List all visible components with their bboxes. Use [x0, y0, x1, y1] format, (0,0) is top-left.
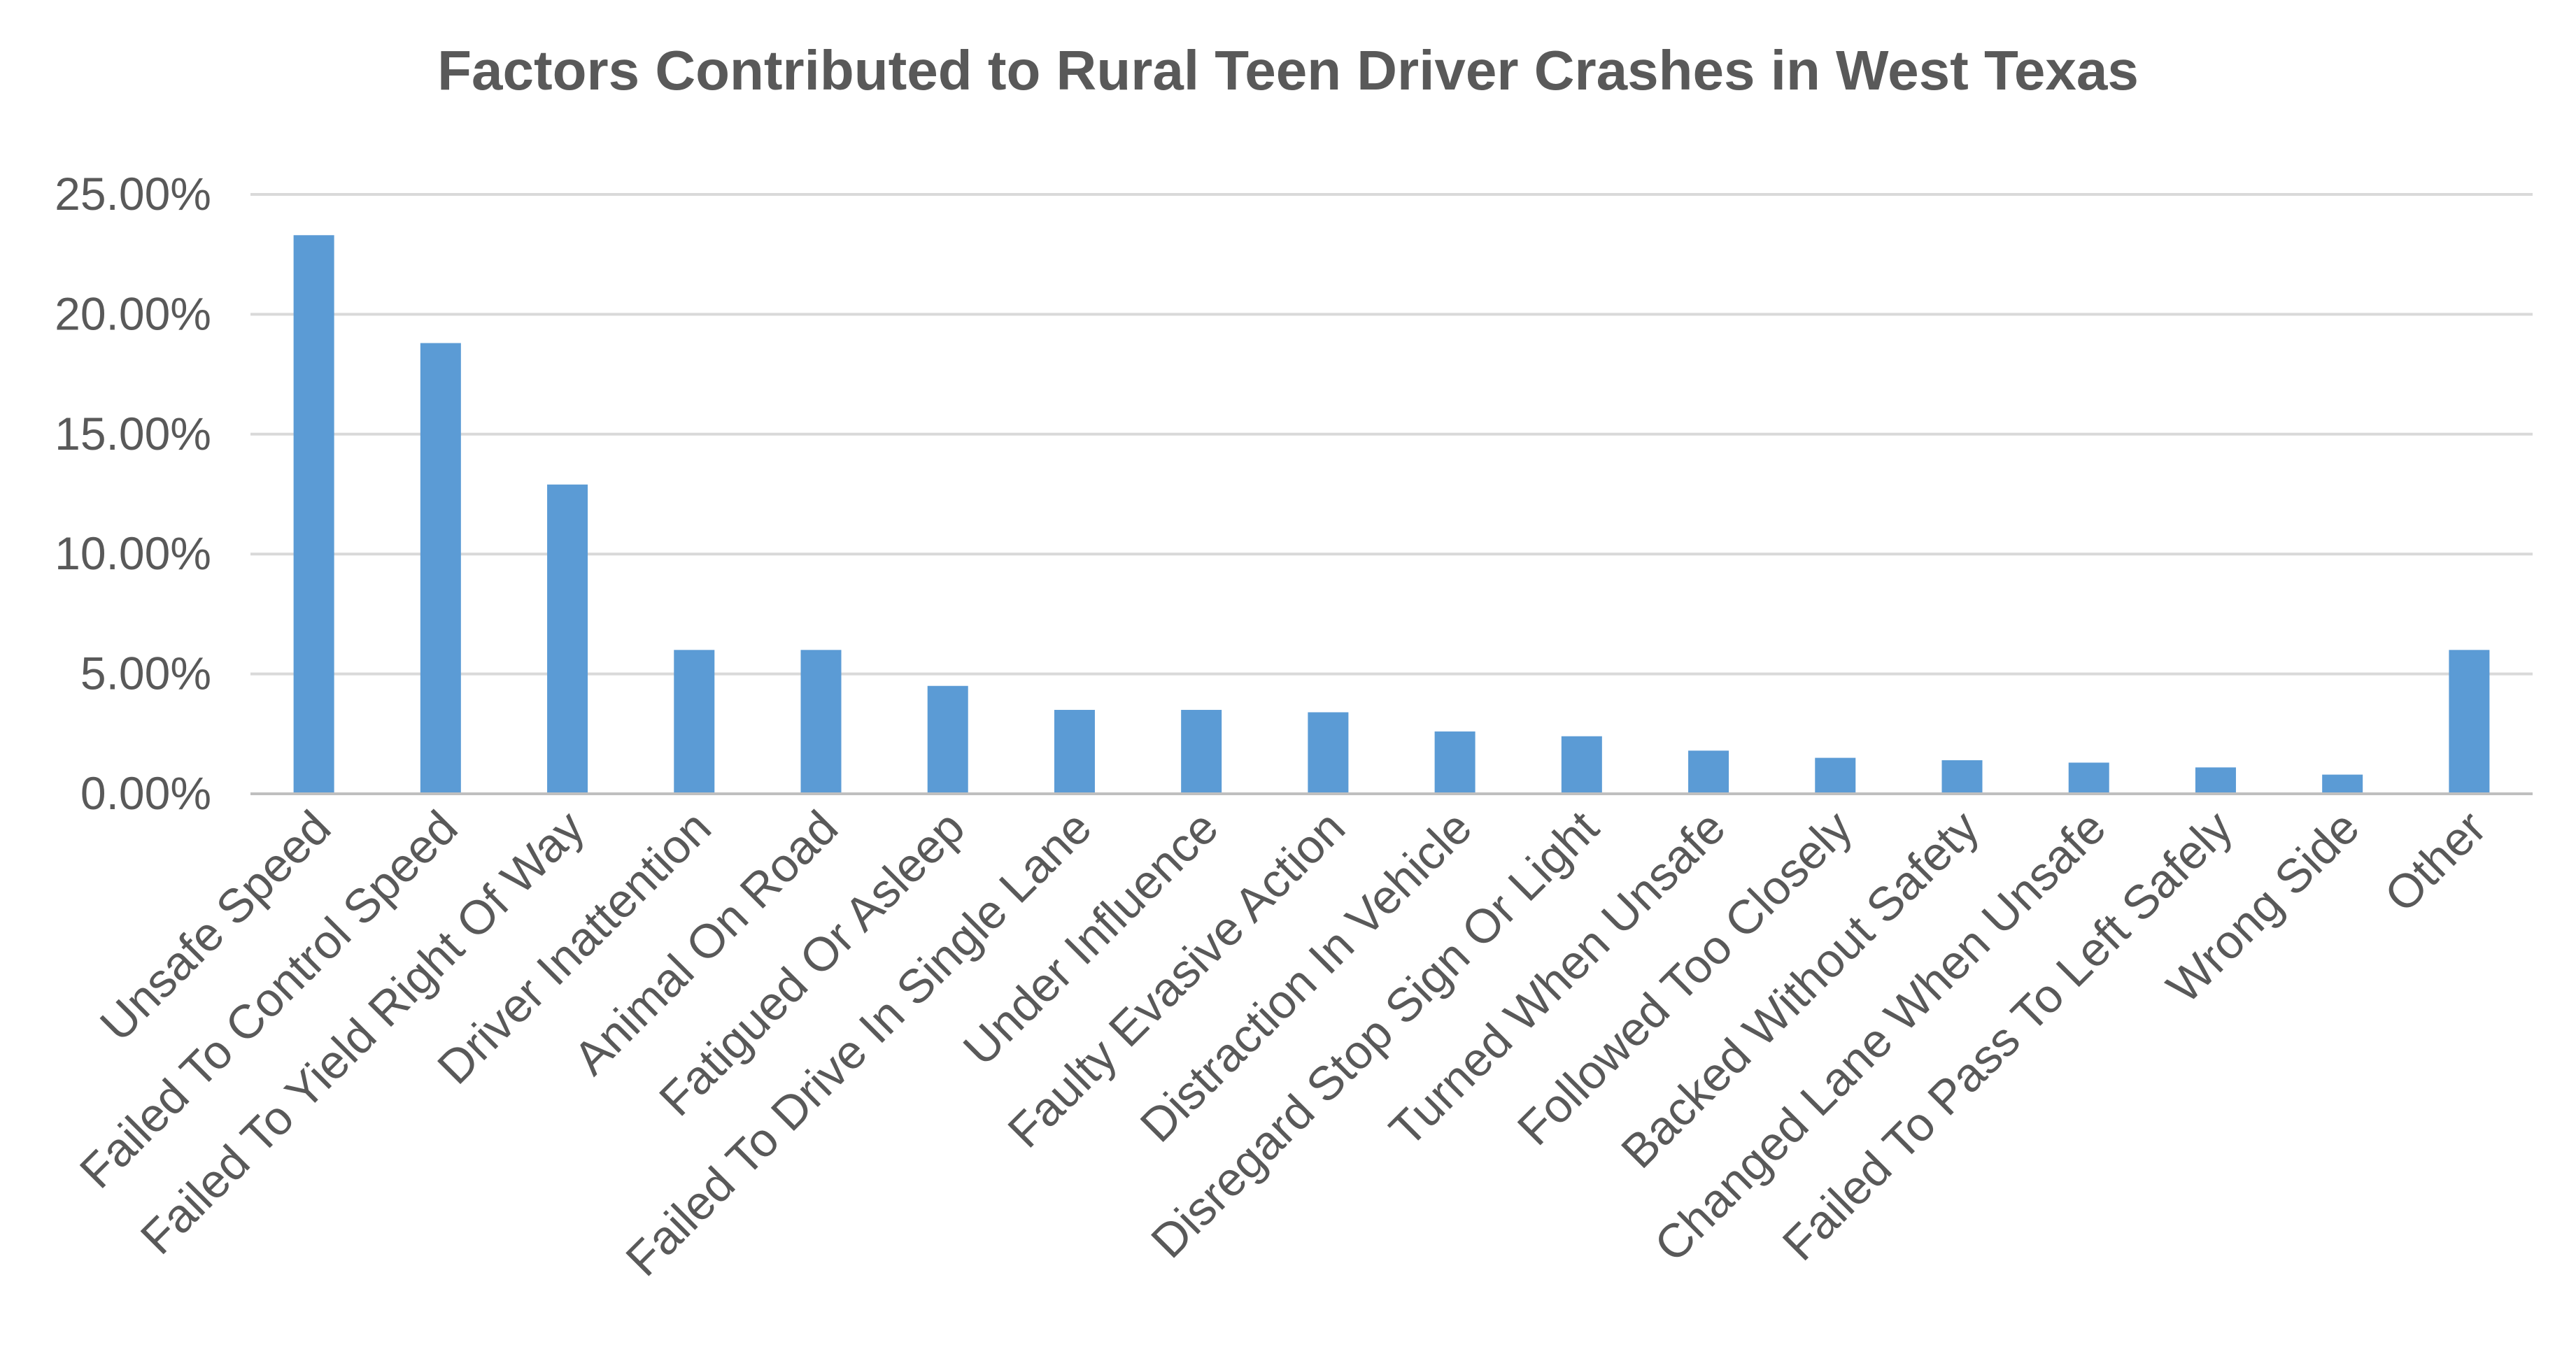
- bar: [1181, 710, 1222, 794]
- bar: [1434, 731, 1475, 794]
- chart-title: Factors Contributed to Rural Teen Driver…: [437, 39, 2139, 101]
- bar: [2322, 774, 2363, 794]
- bar: [2449, 650, 2490, 794]
- bars: [293, 235, 2490, 794]
- bar: [1941, 760, 1983, 794]
- bar: [1308, 712, 1349, 794]
- bar: [547, 484, 588, 794]
- y-tick-label: 25.00%: [55, 168, 211, 220]
- x-category-label: Failed To Drive In Single Lane: [616, 801, 1101, 1286]
- y-tick-label: 10.00%: [55, 527, 211, 579]
- bar: [293, 235, 334, 794]
- y-tick-label: 5.00%: [80, 648, 211, 699]
- bar: [1688, 750, 1729, 794]
- gridlines: [250, 193, 2533, 676]
- bar: [420, 343, 461, 794]
- bar: [1815, 757, 1856, 794]
- y-tick-label: 0.00%: [80, 767, 211, 819]
- x-category-label: Other: [2375, 801, 2496, 922]
- y-tick-label: 15.00%: [55, 408, 211, 459]
- y-axis-tick-labels: 0.00% 5.00% 10.00% 15.00% 20.00% 25.00%: [55, 168, 211, 819]
- bar: [1561, 736, 1602, 794]
- bar: [927, 685, 968, 794]
- bar: [674, 650, 715, 794]
- bar: [800, 650, 842, 794]
- x-category-label: Unsafe Speed: [90, 801, 341, 1051]
- y-tick-label: 20.00%: [55, 287, 211, 339]
- bar: [2068, 762, 2109, 794]
- bar: [1054, 710, 1095, 794]
- bar: [2195, 767, 2236, 794]
